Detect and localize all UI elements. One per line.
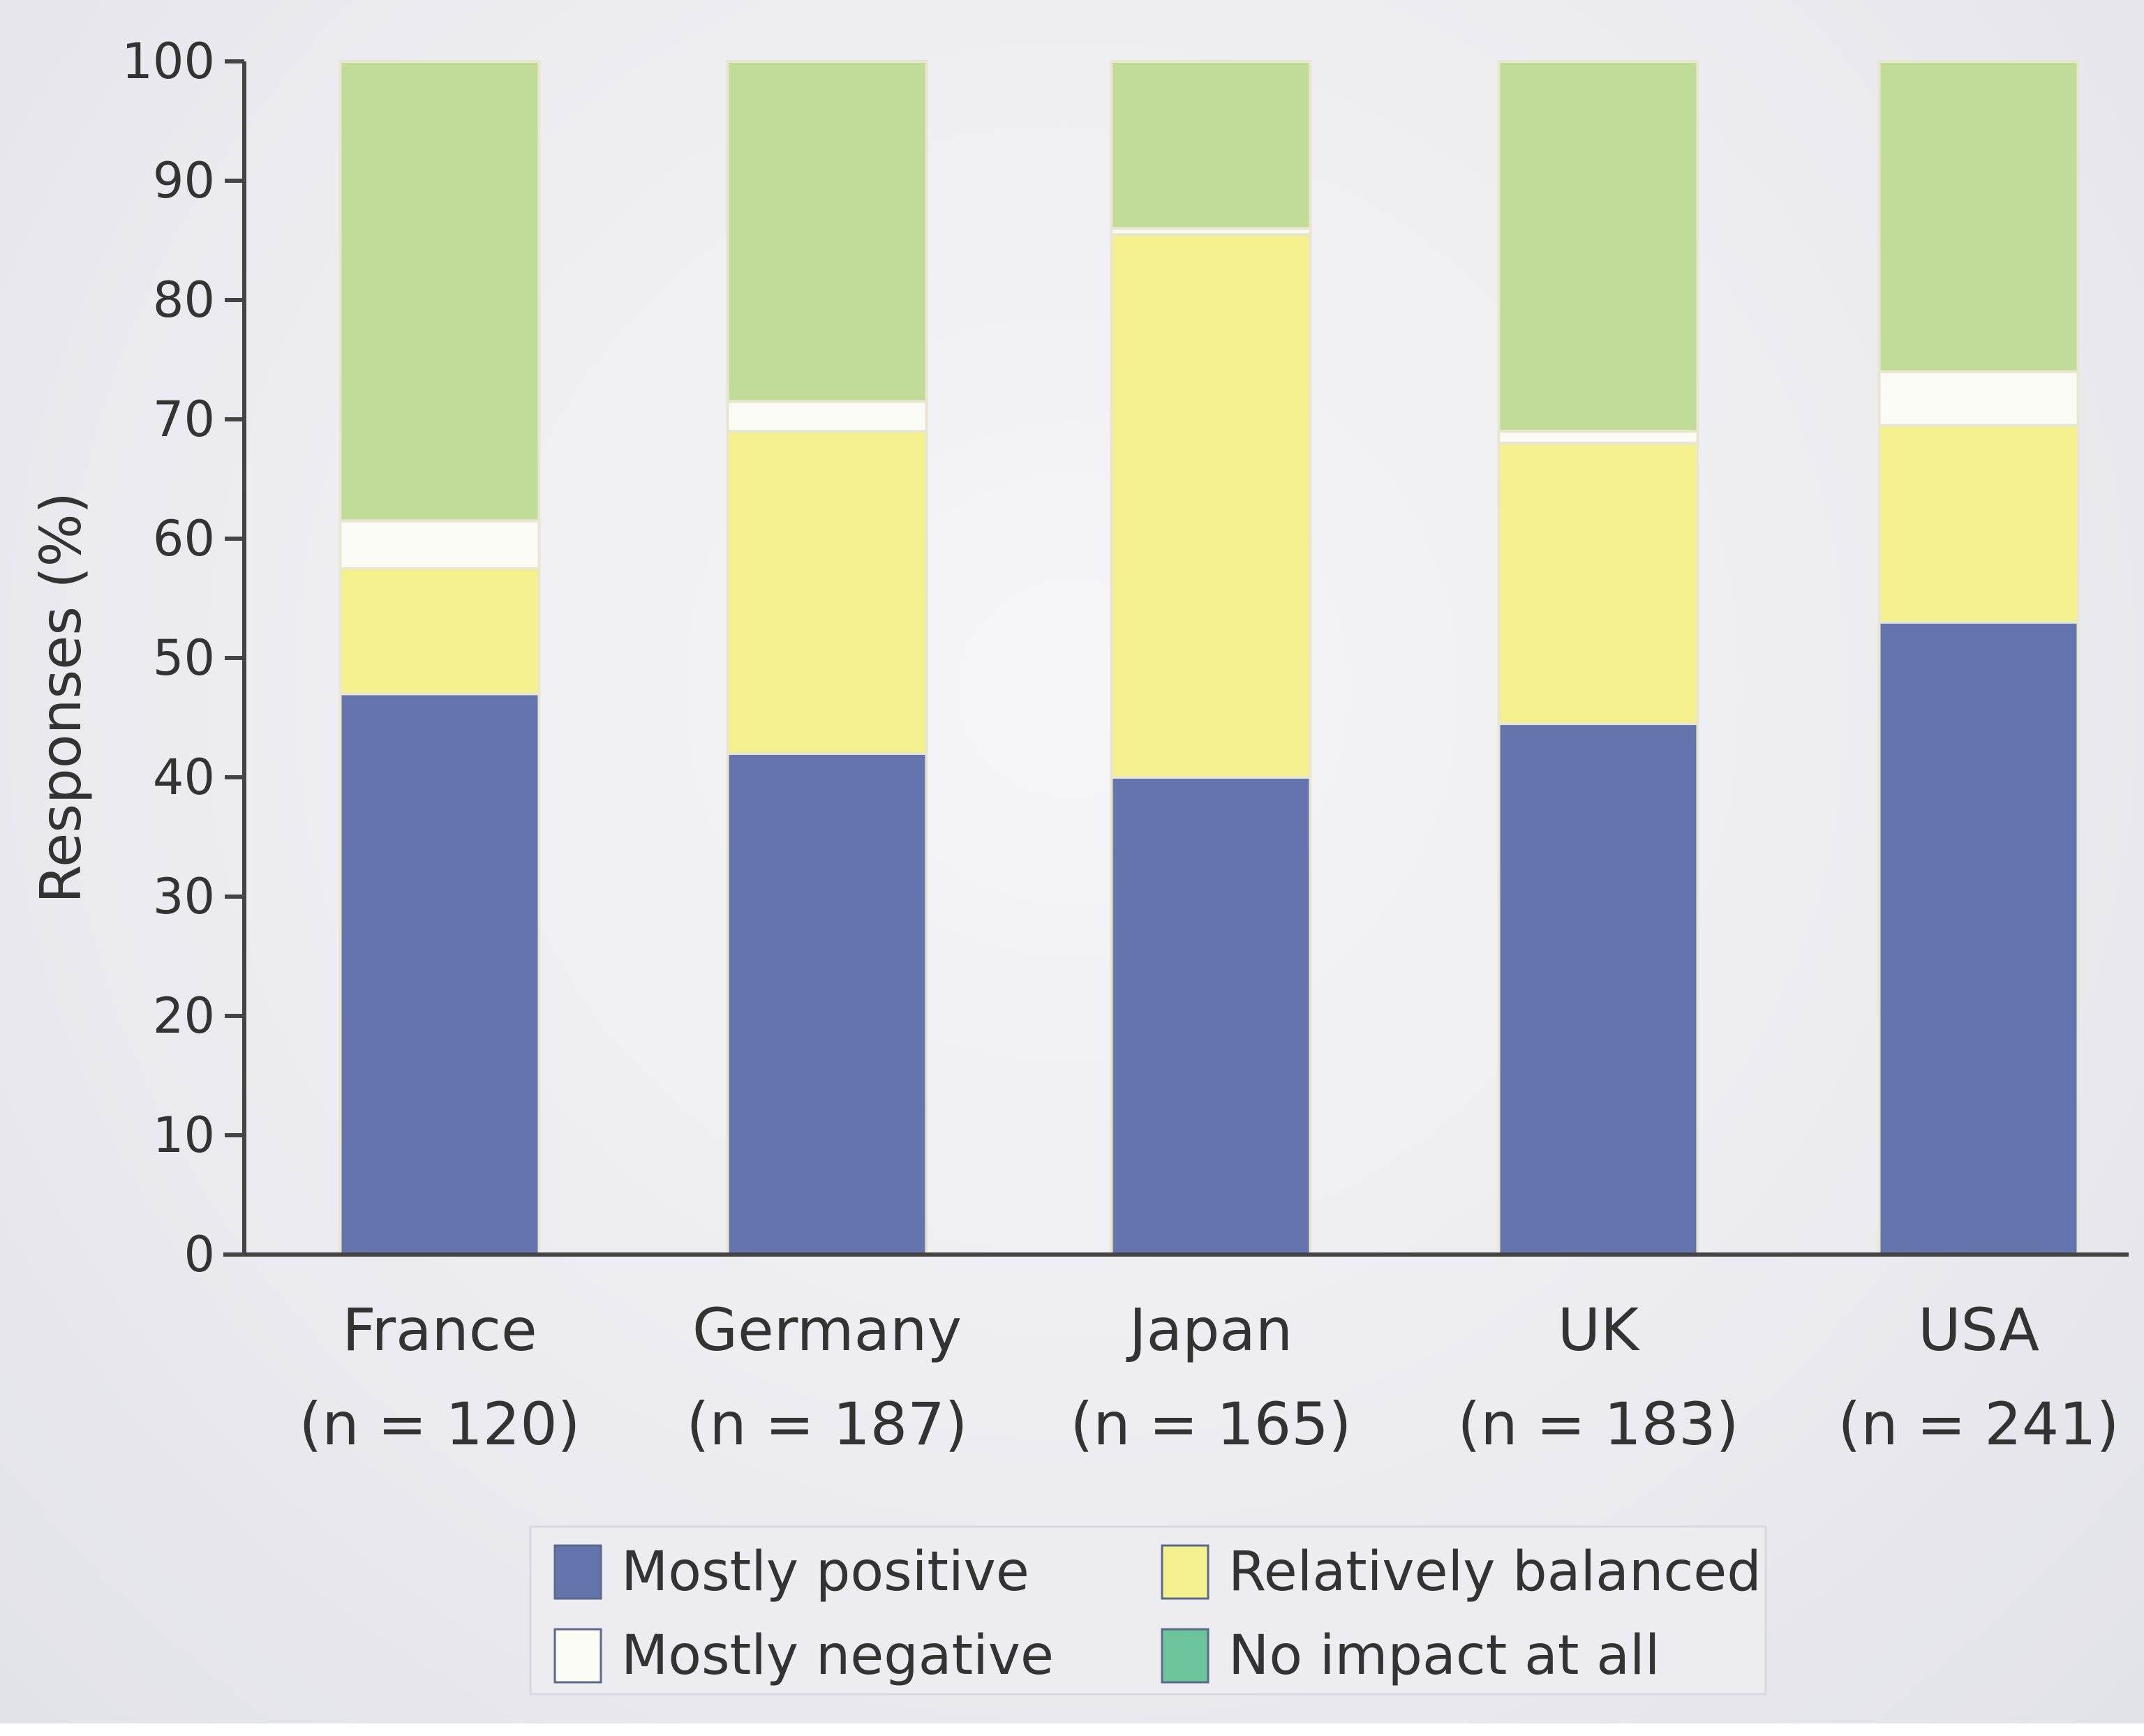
axes-layer — [223, 59, 2129, 1257]
bar-segment-germany-mostly-negative — [726, 400, 928, 433]
x-tick-sublabel-france: (n = 120) — [299, 1390, 581, 1458]
x-tick-sublabel-japan: (n = 165) — [1071, 1390, 1352, 1458]
bar-segment-germany-no-impact-at-all — [726, 60, 928, 403]
labels-layer: 0 10 20 30 40 50 60 70 80 90 100 France (n = 120) Ger… — [121, 33, 2119, 1458]
legend-box — [529, 1525, 1767, 1696]
bar-segment-uk-mostly-positive — [1497, 722, 1699, 1257]
bar-segment-germany-mostly-positive — [726, 751, 928, 1257]
y-tick-label-70: 70 — [153, 391, 215, 448]
legend-swatch-mostly-negative — [553, 1628, 602, 1684]
legend-label-no-impact-at-all: No impact at all — [1228, 1624, 1660, 1687]
x-tick-sublabel-germany: (n = 187) — [687, 1390, 968, 1458]
bar-segment-france-relatively-balanced — [338, 567, 541, 696]
legend-label-mostly-negative: Mostly negative — [621, 1624, 1054, 1687]
y-tick-label-0: 0 — [184, 1226, 215, 1283]
legend-swatch-no-impact-at-all — [1161, 1628, 1209, 1684]
y-tick-label-20: 20 — [153, 987, 215, 1045]
x-tick-label-uk: UK — [1558, 1296, 1640, 1364]
x-tick-sublabel-usa: (n = 241) — [1838, 1390, 2120, 1458]
x-tick-sublabel-uk: (n = 183) — [1458, 1390, 1739, 1458]
y-tick-label-40: 40 — [153, 749, 215, 806]
x-tick-label-usa: USA — [1918, 1296, 2039, 1364]
legend-swatch-mostly-positive — [553, 1544, 602, 1600]
legend-swatch-relatively-balanced — [1161, 1544, 1209, 1600]
bar-segment-germany-relatively-balanced — [726, 430, 928, 755]
bar-segment-france-mostly-positive — [338, 692, 541, 1256]
bar-segment-uk-mostly-negative — [1497, 430, 1699, 445]
legend-label-relatively-balanced: Relatively balanced — [1228, 1541, 1762, 1603]
y-tick-label-90: 90 — [153, 152, 215, 209]
y-tick-label-60: 60 — [153, 510, 215, 567]
y-tick-label-10: 10 — [153, 1107, 215, 1164]
bar-segment-usa-relatively-balanced — [1877, 424, 2080, 624]
bar-segment-japan-mostly-positive — [1110, 776, 1312, 1256]
bars-layer — [338, 60, 2080, 1257]
y-tick-label-30: 30 — [153, 868, 215, 925]
x-tick-label-france: France — [342, 1296, 537, 1364]
x-tick-label-japan: Japan — [1126, 1296, 1293, 1364]
bar-segment-france-mostly-negative — [338, 519, 541, 570]
bar-segment-usa-mostly-positive — [1877, 620, 2080, 1256]
bar-segment-france-no-impact-at-all — [338, 60, 541, 523]
bar-segment-uk-no-impact-at-all — [1497, 60, 1699, 433]
bar-segment-japan-relatively-balanced — [1110, 232, 1312, 779]
legend: Mostly positive Relatively balanced Mostly… — [529, 1525, 1767, 1696]
bar-segment-uk-relatively-balanced — [1497, 442, 1699, 726]
y-tick-label-50: 50 — [153, 629, 215, 687]
legend-label-mostly-positive: Mostly positive — [621, 1541, 1029, 1603]
x-tick-label-germany: Germany — [692, 1296, 962, 1364]
y-tick-label-80: 80 — [153, 271, 215, 329]
bar-segment-japan-no-impact-at-all — [1110, 60, 1312, 230]
bar-segment-usa-mostly-negative — [1877, 370, 2080, 427]
y-axis-label: Responses (%) — [29, 492, 94, 904]
y-tick-label-100: 100 — [121, 33, 215, 90]
bar-segment-usa-no-impact-at-all — [1877, 60, 2080, 373]
